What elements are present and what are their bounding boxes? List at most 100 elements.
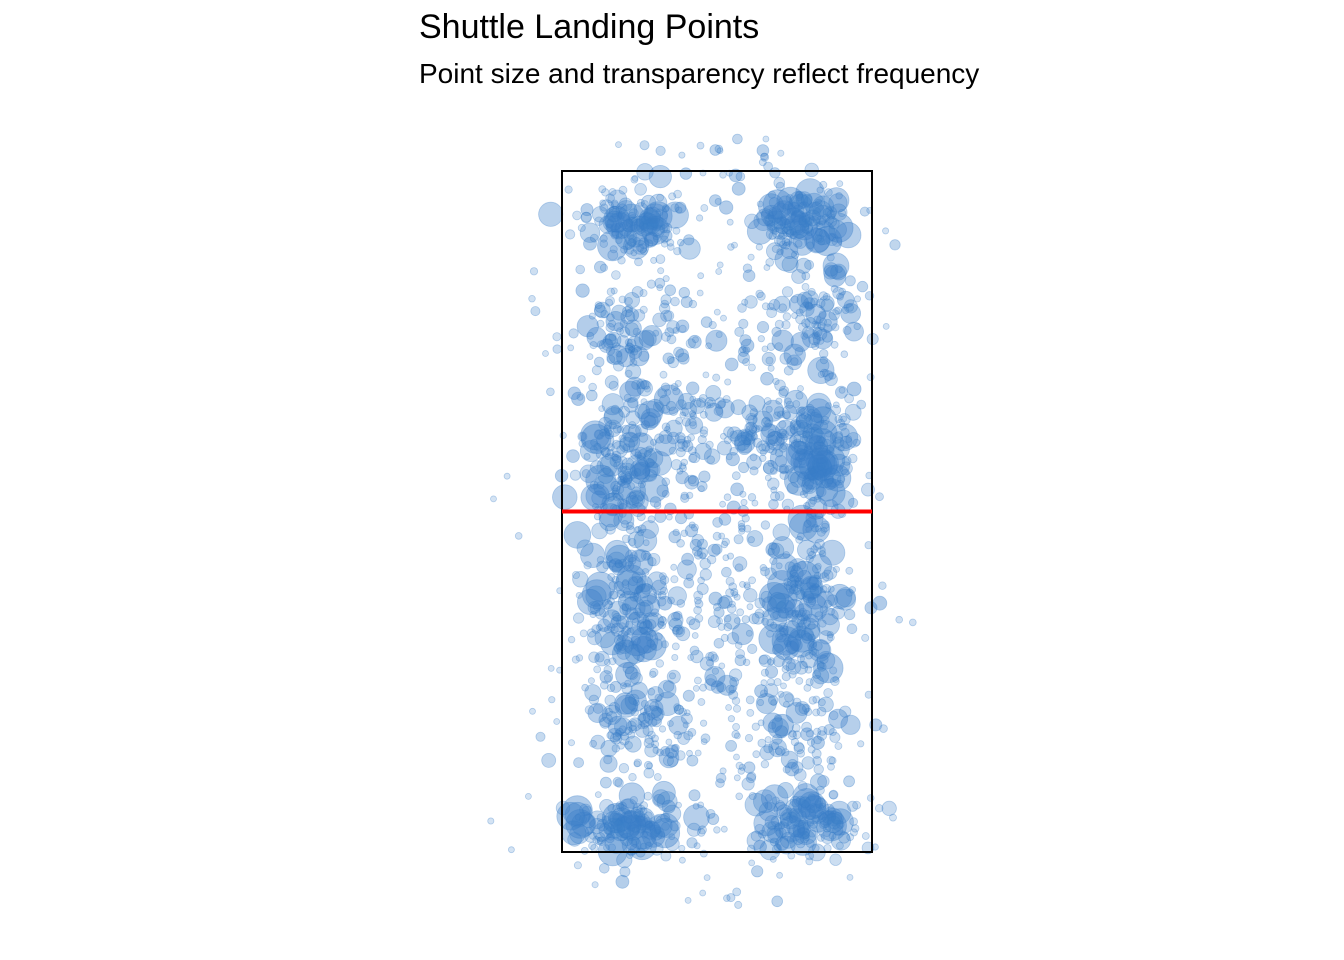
landing-point (704, 402, 724, 422)
landing-point (813, 321, 822, 330)
landing-point (783, 343, 806, 367)
landing-point (599, 670, 614, 684)
landing-point (769, 612, 779, 621)
landing-point (697, 825, 707, 835)
landing-point (576, 315, 599, 338)
landing-point (802, 328, 822, 348)
landing-point (694, 599, 704, 609)
landing-point (745, 629, 753, 637)
landing-point (564, 229, 576, 240)
landing-point (778, 691, 795, 708)
landing-point (594, 651, 610, 667)
landing-point (749, 453, 758, 462)
landing-point (816, 590, 835, 609)
landing-point (811, 320, 820, 329)
landing-point (692, 336, 699, 344)
landing-point (625, 307, 640, 322)
landing-point (569, 824, 590, 845)
landing-point (671, 654, 679, 662)
landing-point (692, 685, 700, 692)
landing-point (760, 668, 769, 677)
landing-point (761, 784, 789, 812)
landing-point (577, 375, 586, 383)
landing-point (633, 468, 642, 476)
landing-point (617, 641, 628, 651)
landing-point (789, 228, 797, 236)
landing-point (611, 610, 620, 619)
landing-point (682, 721, 690, 729)
landing-point (651, 740, 660, 749)
chart-subtitle: Point size and transparency reflect freq… (419, 58, 980, 89)
landing-point (830, 340, 839, 349)
landing-point (801, 756, 815, 770)
landing-point (714, 144, 723, 154)
landing-point (615, 642, 624, 651)
landing-point (597, 618, 611, 633)
landing-point (812, 755, 822, 766)
landing-point (836, 820, 845, 829)
landing-point (636, 447, 658, 468)
landing-point (737, 520, 746, 528)
landing-point (807, 554, 833, 580)
landing-point (845, 566, 854, 575)
landing-point (861, 633, 870, 642)
landing-point (800, 331, 809, 340)
landing-point (635, 812, 646, 823)
landing-point (541, 753, 557, 768)
landing-point (611, 201, 620, 210)
landing-point (812, 226, 843, 257)
landing-point (593, 665, 602, 674)
landing-point (621, 306, 633, 318)
landing-point (751, 611, 765, 625)
landing-point (824, 206, 838, 219)
landing-point (725, 684, 735, 694)
landing-point (604, 429, 615, 440)
landing-point (784, 693, 794, 703)
landing-point (661, 489, 670, 498)
landing-point (644, 735, 654, 745)
landing-point (713, 308, 721, 316)
landing-point (687, 475, 700, 487)
landing-point (823, 187, 850, 214)
landing-point (624, 338, 633, 347)
landing-point (777, 149, 785, 157)
landing-point (780, 831, 797, 849)
landing-point (572, 612, 585, 624)
landing-point (668, 530, 682, 544)
landing-point (634, 816, 645, 827)
landing-point (810, 220, 836, 246)
landing-point (742, 346, 751, 355)
landing-point (774, 747, 783, 755)
landing-point (775, 624, 784, 632)
landing-point (823, 599, 832, 608)
landing-point (866, 794, 875, 802)
landing-point (767, 678, 775, 686)
landing-point (786, 815, 809, 838)
landing-point (831, 605, 845, 620)
landing-point (605, 193, 615, 204)
landing-point (803, 445, 814, 456)
landing-point (630, 635, 641, 646)
landing-point (811, 449, 839, 477)
landing-point (819, 605, 828, 614)
landing-point (811, 204, 835, 228)
landing-point (530, 306, 541, 317)
landing-point (630, 348, 639, 356)
landing-point (733, 774, 741, 782)
landing-point (671, 626, 680, 635)
landing-point (607, 573, 616, 582)
landing-point (622, 473, 633, 484)
landing-point (625, 607, 639, 621)
landing-point (625, 525, 635, 535)
landing-point (797, 385, 804, 392)
landing-point (785, 607, 794, 616)
landing-point (724, 357, 739, 372)
landing-point (827, 583, 853, 610)
landing-point (777, 232, 786, 241)
landing-point (645, 821, 662, 838)
landing-point (665, 400, 677, 412)
landing-point (817, 726, 828, 736)
landing-point (639, 140, 650, 151)
landing-point (650, 638, 663, 651)
